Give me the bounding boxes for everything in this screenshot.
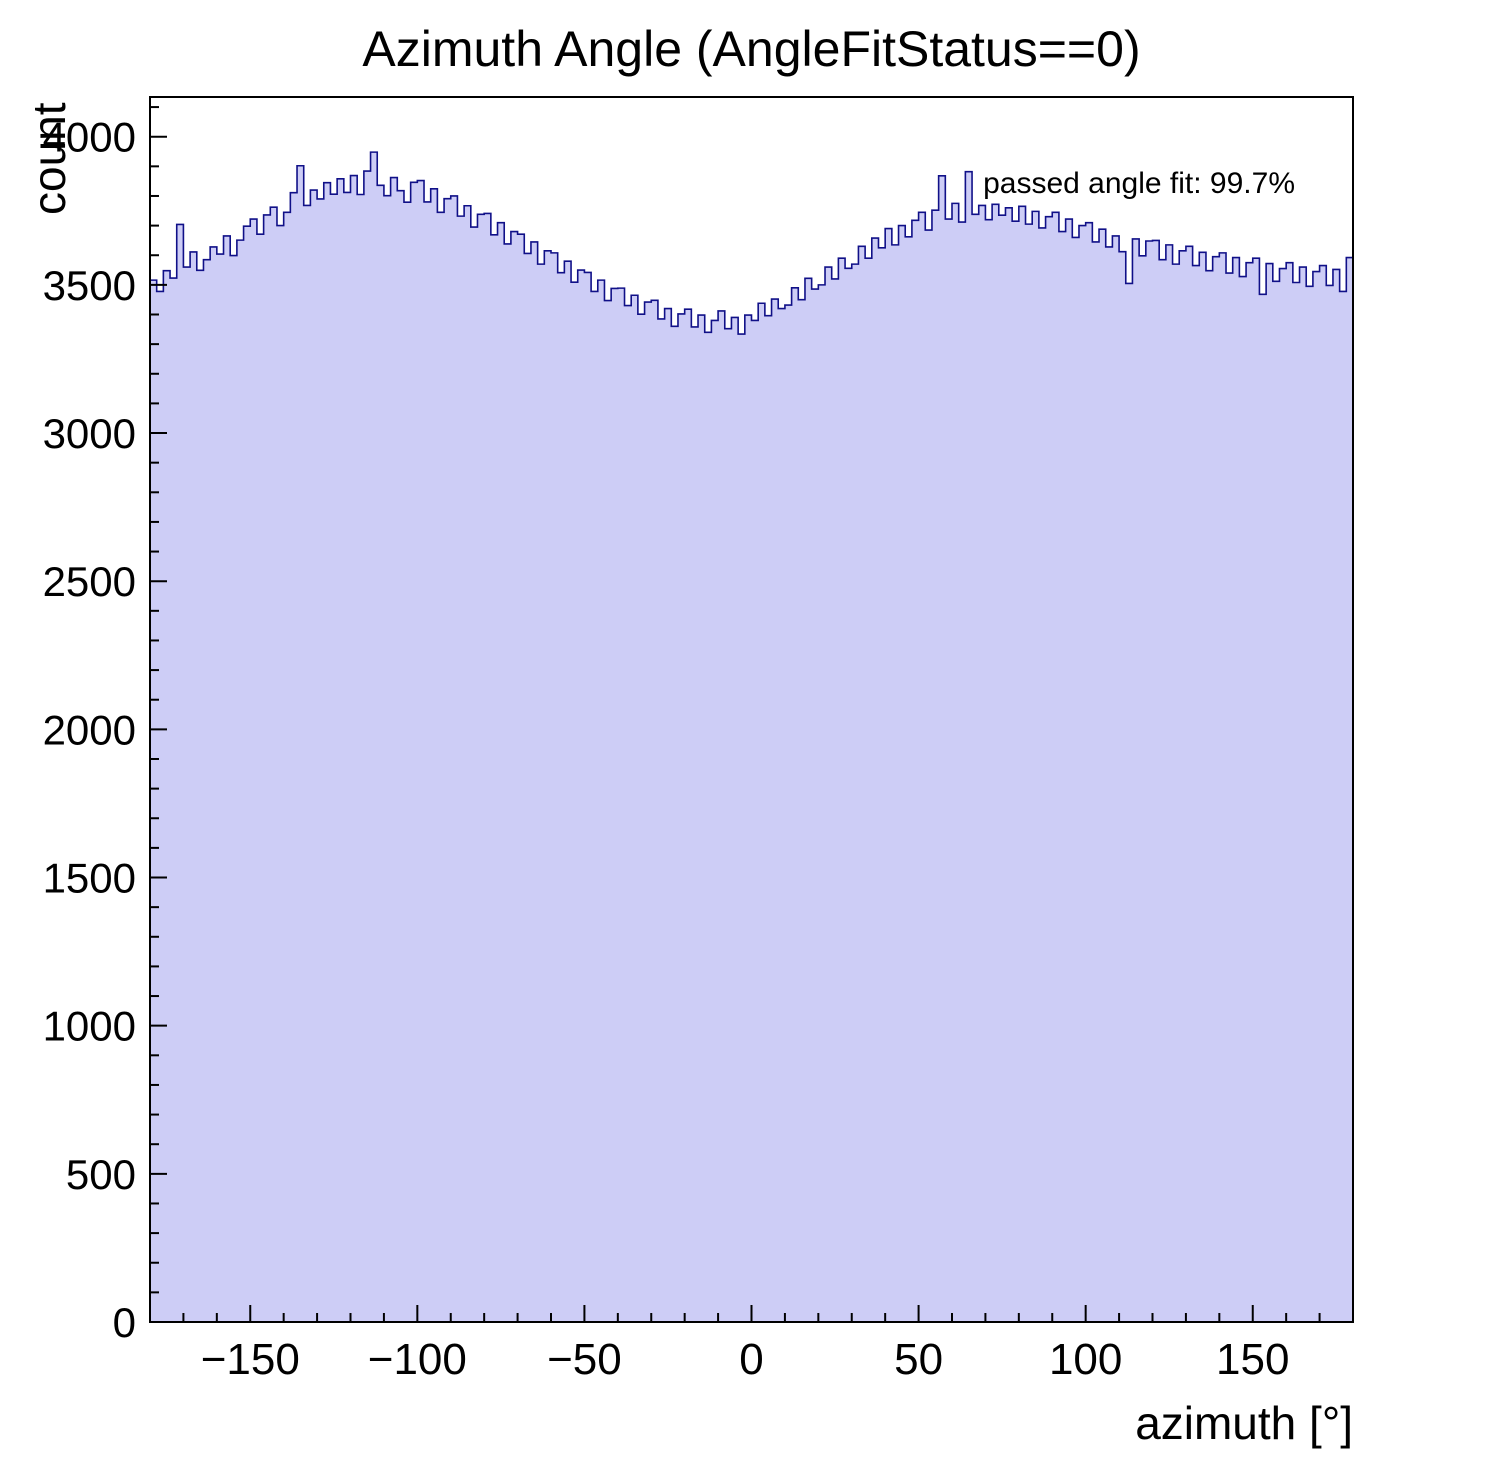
x-tick-label: 100 bbox=[1049, 1335, 1122, 1384]
x-axis-title: azimuth [°] bbox=[1135, 1397, 1353, 1449]
x-tick-label: 150 bbox=[1216, 1335, 1289, 1384]
y-axis-title: count bbox=[23, 102, 75, 215]
histogram-outline bbox=[150, 151, 1353, 335]
x-tick-label: −150 bbox=[201, 1335, 300, 1384]
y-tick-label: 1000 bbox=[43, 1003, 136, 1050]
y-tick-label: 2500 bbox=[43, 558, 136, 605]
plot-frame bbox=[149, 96, 1354, 1323]
y-tick-label: 500 bbox=[66, 1151, 136, 1198]
y-tick-label: 3500 bbox=[43, 262, 136, 309]
histogram-fill bbox=[150, 152, 1353, 1322]
x-tick-label: −50 bbox=[547, 1335, 622, 1384]
x-tick-label: 50 bbox=[894, 1335, 943, 1384]
passed-angle-fit-annotation: passed angle fit: 99.7% bbox=[983, 167, 1295, 200]
chart-title: Azimuth Angle (AngleFitStatus==0) bbox=[362, 21, 1141, 77]
y-tick-label: 2000 bbox=[43, 706, 136, 753]
x-tick-label: 0 bbox=[739, 1335, 763, 1384]
y-tick-label: 1500 bbox=[43, 855, 136, 902]
y-tick-label: 4000 bbox=[43, 114, 136, 161]
x-tick-label: −100 bbox=[368, 1335, 467, 1384]
y-tick-label: 0 bbox=[113, 1299, 136, 1346]
y-tick-label: 3000 bbox=[43, 410, 136, 457]
